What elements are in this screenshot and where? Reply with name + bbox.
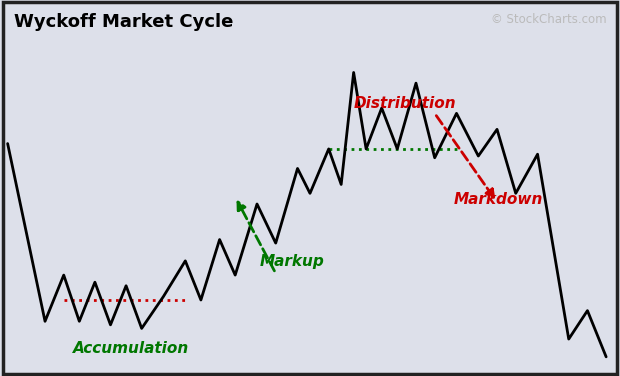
Text: Accumulation: Accumulation	[73, 341, 189, 356]
Text: Markup: Markup	[260, 254, 325, 269]
Text: Distribution: Distribution	[353, 96, 456, 111]
Text: Markdown: Markdown	[453, 192, 542, 207]
Text: Wyckoff Market Cycle: Wyckoff Market Cycle	[14, 12, 233, 30]
Text: © StockCharts.com: © StockCharts.com	[490, 12, 606, 26]
